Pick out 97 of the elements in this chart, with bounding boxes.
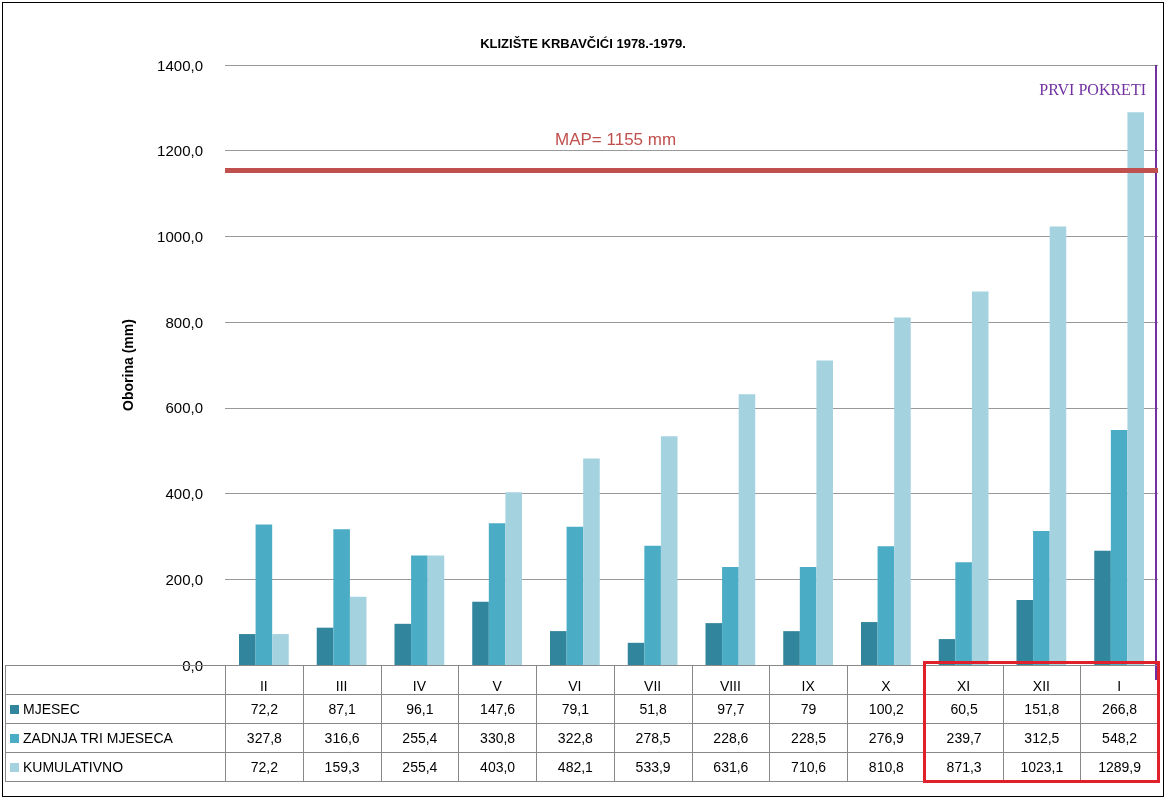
y-tick-label: 1200,0 xyxy=(157,142,203,160)
bar xyxy=(799,567,817,665)
bar xyxy=(861,622,878,665)
bar xyxy=(427,555,445,665)
data-label: 96,1 xyxy=(381,694,459,724)
bar xyxy=(660,436,678,665)
y-tick-label: 400,0 xyxy=(165,485,203,503)
y-tick-label: 1400,0 xyxy=(157,56,203,74)
bar xyxy=(239,634,256,665)
x-tick-label: VI xyxy=(568,678,582,694)
ref-line-label: MAP= 1155 mm xyxy=(555,130,677,149)
data-label: 97,7 xyxy=(692,694,770,724)
bar xyxy=(1110,430,1128,665)
x-tick-label: XII xyxy=(1032,678,1050,694)
chart-title: KLIZIŠTE KRBAVČIĆI 1978.-1979. xyxy=(480,36,686,51)
data-label: 276,9 xyxy=(847,723,926,753)
bar xyxy=(816,360,834,665)
data-label: 330,8 xyxy=(458,723,537,753)
data-label: 482,1 xyxy=(536,752,615,782)
data-label: 79,1 xyxy=(536,694,615,724)
data-label: 1289,9 xyxy=(1080,752,1159,782)
data-label: 60,5 xyxy=(925,694,1003,724)
bar xyxy=(272,634,289,665)
bar xyxy=(1094,550,1111,665)
bar xyxy=(316,627,334,665)
y-axis-title: Oborina (mm) xyxy=(120,319,136,411)
data-label: 316,6 xyxy=(303,723,381,753)
x-tick-label: V xyxy=(492,678,503,694)
data-label: 72,2 xyxy=(225,694,304,724)
data-label: 228,6 xyxy=(692,723,770,753)
bar xyxy=(783,631,800,665)
legend-label: MJESEC xyxy=(5,694,226,724)
bar xyxy=(333,529,350,665)
data-label: 871,3 xyxy=(925,752,1003,782)
data-label: 322,8 xyxy=(536,723,615,753)
data-label: 327,8 xyxy=(225,723,304,753)
bar xyxy=(505,492,523,665)
data-label: 87,1 xyxy=(303,694,381,724)
bar xyxy=(255,524,273,665)
x-tick-label: VII xyxy=(644,678,662,694)
bar xyxy=(644,545,661,665)
bar xyxy=(550,631,567,665)
legend-label: KUMULATIVNO xyxy=(5,752,226,782)
bar xyxy=(722,567,739,665)
x-tick-label: II xyxy=(259,678,268,694)
data-label: 403,0 xyxy=(458,752,537,782)
data-label: 548,2 xyxy=(1080,723,1159,753)
bar xyxy=(349,596,367,665)
bar xyxy=(411,555,428,665)
y-tick-label: 1000,0 xyxy=(157,227,203,245)
data-label: 239,7 xyxy=(925,723,1003,753)
data-label: 151,8 xyxy=(1003,694,1081,724)
data-label: 228,5 xyxy=(769,723,848,753)
data-label: 1023,1 xyxy=(1003,752,1081,782)
x-tick-label: XI xyxy=(957,678,971,694)
data-label: 266,8 xyxy=(1080,694,1159,724)
bar xyxy=(472,601,489,665)
data-label: 72,2 xyxy=(225,752,304,782)
data-label: 278,5 xyxy=(614,723,692,753)
data-label: 810,8 xyxy=(847,752,926,782)
bar xyxy=(1016,599,1034,665)
x-tick-label: I xyxy=(1117,678,1122,694)
bar xyxy=(877,546,895,665)
data-label: 147,6 xyxy=(458,694,537,724)
data-label: 79 xyxy=(769,694,848,724)
data-label: 710,6 xyxy=(769,752,848,782)
bar xyxy=(583,458,600,665)
data-label: 255,4 xyxy=(381,723,459,753)
bar xyxy=(1127,112,1145,665)
bar xyxy=(394,623,412,665)
data-label: 533,9 xyxy=(614,752,692,782)
data-label: 312,5 xyxy=(1003,723,1081,753)
bar xyxy=(971,291,989,665)
bar xyxy=(894,317,911,665)
data-label: 631,6 xyxy=(692,752,770,782)
x-tick-label: X xyxy=(881,678,892,694)
x-tick-label: VIII xyxy=(719,678,741,694)
y-tick-label: 600,0 xyxy=(165,399,203,417)
bar xyxy=(627,642,645,665)
x-tick-label: IX xyxy=(801,678,816,694)
bar xyxy=(738,394,756,665)
bar xyxy=(488,523,506,665)
x-tick-label: III xyxy=(335,678,348,694)
data-label: 159,3 xyxy=(303,752,381,782)
bar xyxy=(566,526,584,665)
y-tick-label: 800,0 xyxy=(165,313,203,331)
ref-line-label: PRVI POKRETI xyxy=(1039,80,1146,98)
bar xyxy=(705,623,723,665)
bar xyxy=(1033,531,1050,665)
bar xyxy=(955,562,972,665)
data-label: 51,8 xyxy=(614,694,692,724)
data-label: 255,4 xyxy=(381,752,459,782)
x-tick-label: IV xyxy=(412,678,427,694)
y-tick-label: 200,0 xyxy=(165,570,203,588)
data-label: 100,2 xyxy=(847,694,926,724)
bar xyxy=(1049,226,1067,665)
legend-label: ZADNJA TRI MJESECA xyxy=(5,723,226,753)
